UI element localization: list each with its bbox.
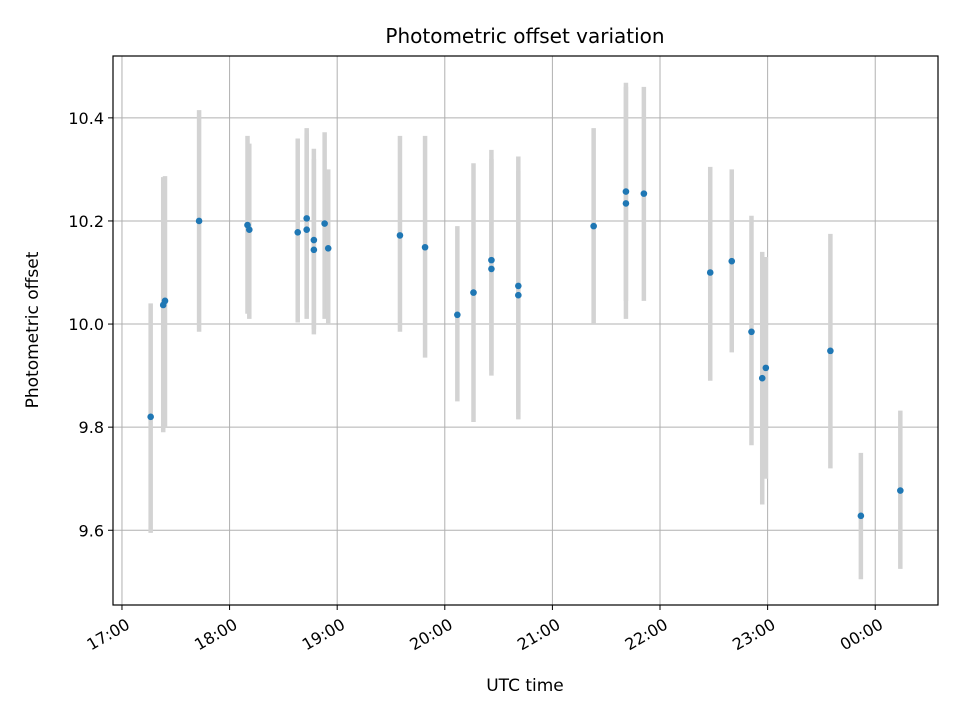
data-point (857, 512, 865, 520)
data-point (303, 226, 310, 234)
data-point (195, 217, 203, 225)
data-point (147, 413, 154, 421)
data-point (897, 487, 904, 494)
errorbars (148, 82, 903, 580)
y-axis-ticks: 9.6 9.8 10.0 10.2 10.4 (68, 109, 113, 540)
y-tick-label: 9.8 (79, 418, 104, 437)
chart-title: Photometric offset variation (385, 24, 664, 48)
data-point (421, 243, 429, 251)
y-tick-label: 10.4 (68, 109, 104, 128)
x-tick-label: 19:00 (299, 615, 348, 655)
x-axis-ticks: 17:00 18:00 19:00 20:00 21:00 22:00 23:00 00:00 (84, 605, 886, 655)
x-tick-label: 00:00 (837, 615, 886, 655)
data-point (310, 246, 318, 254)
data-point (294, 228, 302, 236)
data-point (324, 244, 332, 252)
data-point (454, 311, 461, 319)
data-point (590, 222, 597, 230)
data-point (488, 265, 495, 273)
x-tick-label: 18:00 (191, 615, 240, 655)
data-point (758, 374, 766, 382)
data-point (488, 256, 495, 264)
data-points (147, 188, 904, 520)
data-point (748, 328, 755, 336)
data-point (622, 200, 630, 207)
data-point (515, 282, 522, 290)
data-point (161, 297, 169, 305)
data-point (515, 291, 522, 299)
grid (113, 56, 938, 605)
y-tick-label: 10.0 (68, 315, 104, 334)
data-point (706, 269, 714, 276)
y-tick-label: 9.6 (79, 521, 104, 540)
x-tick-label: 23:00 (729, 615, 778, 655)
plot-frame (112, 55, 939, 606)
x-tick-label: 17:00 (84, 615, 133, 655)
x-tick-label: 22:00 (622, 615, 671, 655)
data-point (622, 188, 630, 195)
data-point (303, 215, 310, 222)
x-axis-label: UTC time (486, 676, 564, 696)
data-point (827, 347, 834, 355)
data-point (470, 289, 477, 296)
data-point (728, 257, 736, 265)
y-tick-label: 10.2 (68, 212, 104, 231)
x-tick-label: 20:00 (406, 615, 455, 655)
data-point (246, 226, 253, 234)
x-tick-label: 21:00 (514, 615, 563, 655)
data-point (640, 190, 648, 197)
data-point (396, 232, 404, 239)
data-point (321, 220, 328, 227)
data-point (762, 364, 770, 372)
data-point (310, 236, 318, 244)
y-axis-label: Photometric offset (23, 251, 43, 408)
